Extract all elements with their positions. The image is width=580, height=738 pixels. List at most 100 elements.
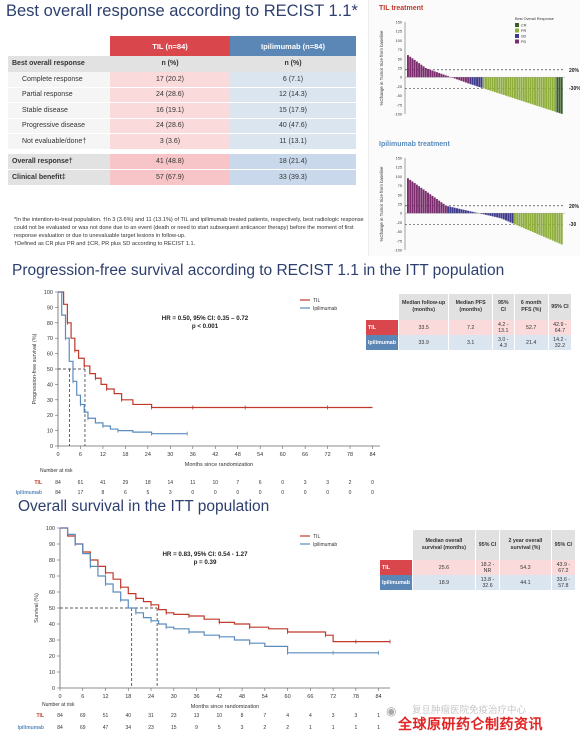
risk-value: 1 — [354, 725, 357, 731]
risk-row-label: Ipilimumab — [18, 725, 44, 731]
risk-value: 2 — [349, 480, 352, 486]
risk-value: 10 — [217, 713, 223, 719]
x-tick-label: 18 — [122, 452, 128, 458]
risk-value: 0 — [349, 490, 352, 496]
waterfall-bar — [500, 213, 503, 219]
os-th: Median overall survival (months) — [412, 530, 476, 560]
risk-value: 0 — [371, 490, 374, 496]
table-row: TIL 25.6 18.2 - NR 54.3 43.9 - 67.2 — [380, 560, 577, 575]
x-tick-label: 48 — [235, 452, 241, 458]
os-cell: 18.9 — [412, 575, 476, 590]
pfs-cell: 7.2 — [448, 320, 493, 335]
os-cell: 25.6 — [412, 560, 476, 575]
risk-value: 8 — [241, 713, 244, 719]
waterfall-bar — [538, 77, 541, 107]
table-row: Complete response 17 (20.2) 6 (7.1) — [8, 71, 356, 88]
x-tick-label: 72 — [325, 452, 331, 458]
waterfall-bar — [560, 77, 563, 114]
risk-value: 0 — [191, 490, 194, 496]
pfs-cell: 4.2 - 13.1 — [492, 320, 515, 335]
subheader-label: Best overall response — [8, 56, 110, 72]
waterfall-panel: TIL treatment %Change in Tumor Size from … — [368, 0, 580, 256]
risk-value: 4 — [309, 713, 312, 719]
legend-swatch — [515, 28, 519, 33]
risk-value: 3 — [354, 713, 357, 719]
risk-value: 47 — [103, 725, 109, 731]
os-cell: 13.8 - 32.6 — [475, 575, 501, 590]
waterfall-y-tick: -50 — [397, 94, 403, 98]
waterfall-bar — [424, 67, 427, 78]
risk-value: 0 — [236, 490, 239, 496]
risk-value: 3 — [241, 725, 244, 731]
risk-value: 84 — [57, 713, 63, 719]
risk-value: 6 — [124, 490, 127, 496]
y-tick-label: 80 — [47, 321, 53, 327]
pfs-cell: 33.5 — [398, 320, 450, 335]
waterfall-y-tick: 75 — [398, 48, 402, 52]
waterfall-bar — [509, 213, 512, 223]
x-tick-label: 12 — [100, 452, 106, 458]
waterfall-y-tick: -25 — [397, 85, 403, 89]
waterfall-bar — [480, 77, 483, 88]
waterfall-bar — [411, 181, 414, 214]
waterfall-y-tick: 150 — [396, 21, 402, 25]
waterfall-bar — [513, 213, 516, 225]
os-cell: 43.9 - 67.2 — [551, 560, 577, 575]
waterfall-bar — [489, 213, 492, 216]
ref-label-20: 20% — [569, 204, 580, 210]
waterfall-bar — [542, 213, 545, 237]
y-axis-label: Progression-free survival (%) — [32, 333, 38, 404]
waterfall-bar — [527, 213, 530, 231]
waterfall-bar — [438, 72, 441, 78]
summary-row: Clinical benefit‡ 57 (67.9) 33 (39.3) — [8, 169, 356, 186]
waterfall-bar — [464, 210, 467, 214]
watermark: ◉ 复旦肿瘤医院免疫治疗中心 全球原研药仑制药资讯 — [386, 702, 578, 736]
waterfall-bar — [471, 77, 474, 85]
y-tick-label: 80 — [49, 558, 55, 564]
risk-value: 15 — [171, 725, 177, 731]
table-row: Partial response 24 (28.6) 12 (14.3) — [8, 87, 356, 103]
row-til: 16 (19.1) — [110, 102, 230, 119]
table-row: Stable disease 16 (19.1) 15 (17.9) — [8, 102, 356, 119]
risk-value: 61 — [78, 480, 84, 486]
y-axis-label: Survival (%) — [34, 593, 40, 623]
waterfall-y-tick: 150 — [396, 157, 402, 161]
waterfall-bar — [531, 213, 534, 232]
waterfall-bar — [444, 205, 447, 214]
waterfall-bar — [413, 59, 416, 78]
y-tick-label: 90 — [47, 305, 53, 311]
legend-swatch — [515, 39, 519, 44]
ipi-waterfall-title: Ipilimumab treatment — [379, 141, 450, 148]
pfs-th: 95% CI — [492, 294, 515, 320]
waterfall-bar — [551, 77, 554, 111]
summary-ipi: 18 (21.4) — [230, 154, 356, 170]
waterfall-bar — [520, 213, 523, 228]
waterfall-bar — [509, 77, 512, 98]
subheader-ipi: n (%) — [230, 56, 356, 72]
os-th: 95% CI — [475, 530, 501, 560]
waterfall-bar — [424, 191, 427, 214]
waterfall-bar — [549, 213, 552, 240]
waterfall-bar — [529, 77, 532, 104]
risk-value: 8 — [102, 490, 105, 496]
risk-value: 84 — [55, 490, 61, 496]
hr-annotation: HR = 0.83, 95% CI: 0.54 - 1.27 — [162, 551, 248, 558]
waterfall-bar — [418, 186, 421, 214]
waterfall-y-tick: -75 — [397, 239, 403, 243]
waterfall-bar — [411, 58, 414, 78]
waterfall-bar — [487, 213, 490, 216]
legend-label: Ipilimumab — [313, 306, 337, 312]
waterfall-bar — [442, 203, 445, 214]
pfs-cell: 42.9 - 64.7 — [548, 320, 573, 335]
summary-til: 57 (67.9) — [110, 169, 230, 186]
waterfall-bar — [545, 213, 548, 238]
waterfall-bar — [558, 77, 561, 114]
table-row: Ipilimumab 18.9 13.8 - 32.6 44.1 33.6 - … — [380, 575, 577, 590]
waterfall-bar — [507, 213, 510, 222]
y-tick-label: 60 — [49, 590, 55, 596]
waterfall-bar — [500, 77, 503, 95]
waterfall-bar — [554, 77, 557, 112]
watermark-line2: 全球原研药仑制药资讯 — [398, 716, 543, 732]
risk-value: 13 — [194, 713, 200, 719]
waterfall-bar — [502, 77, 505, 95]
